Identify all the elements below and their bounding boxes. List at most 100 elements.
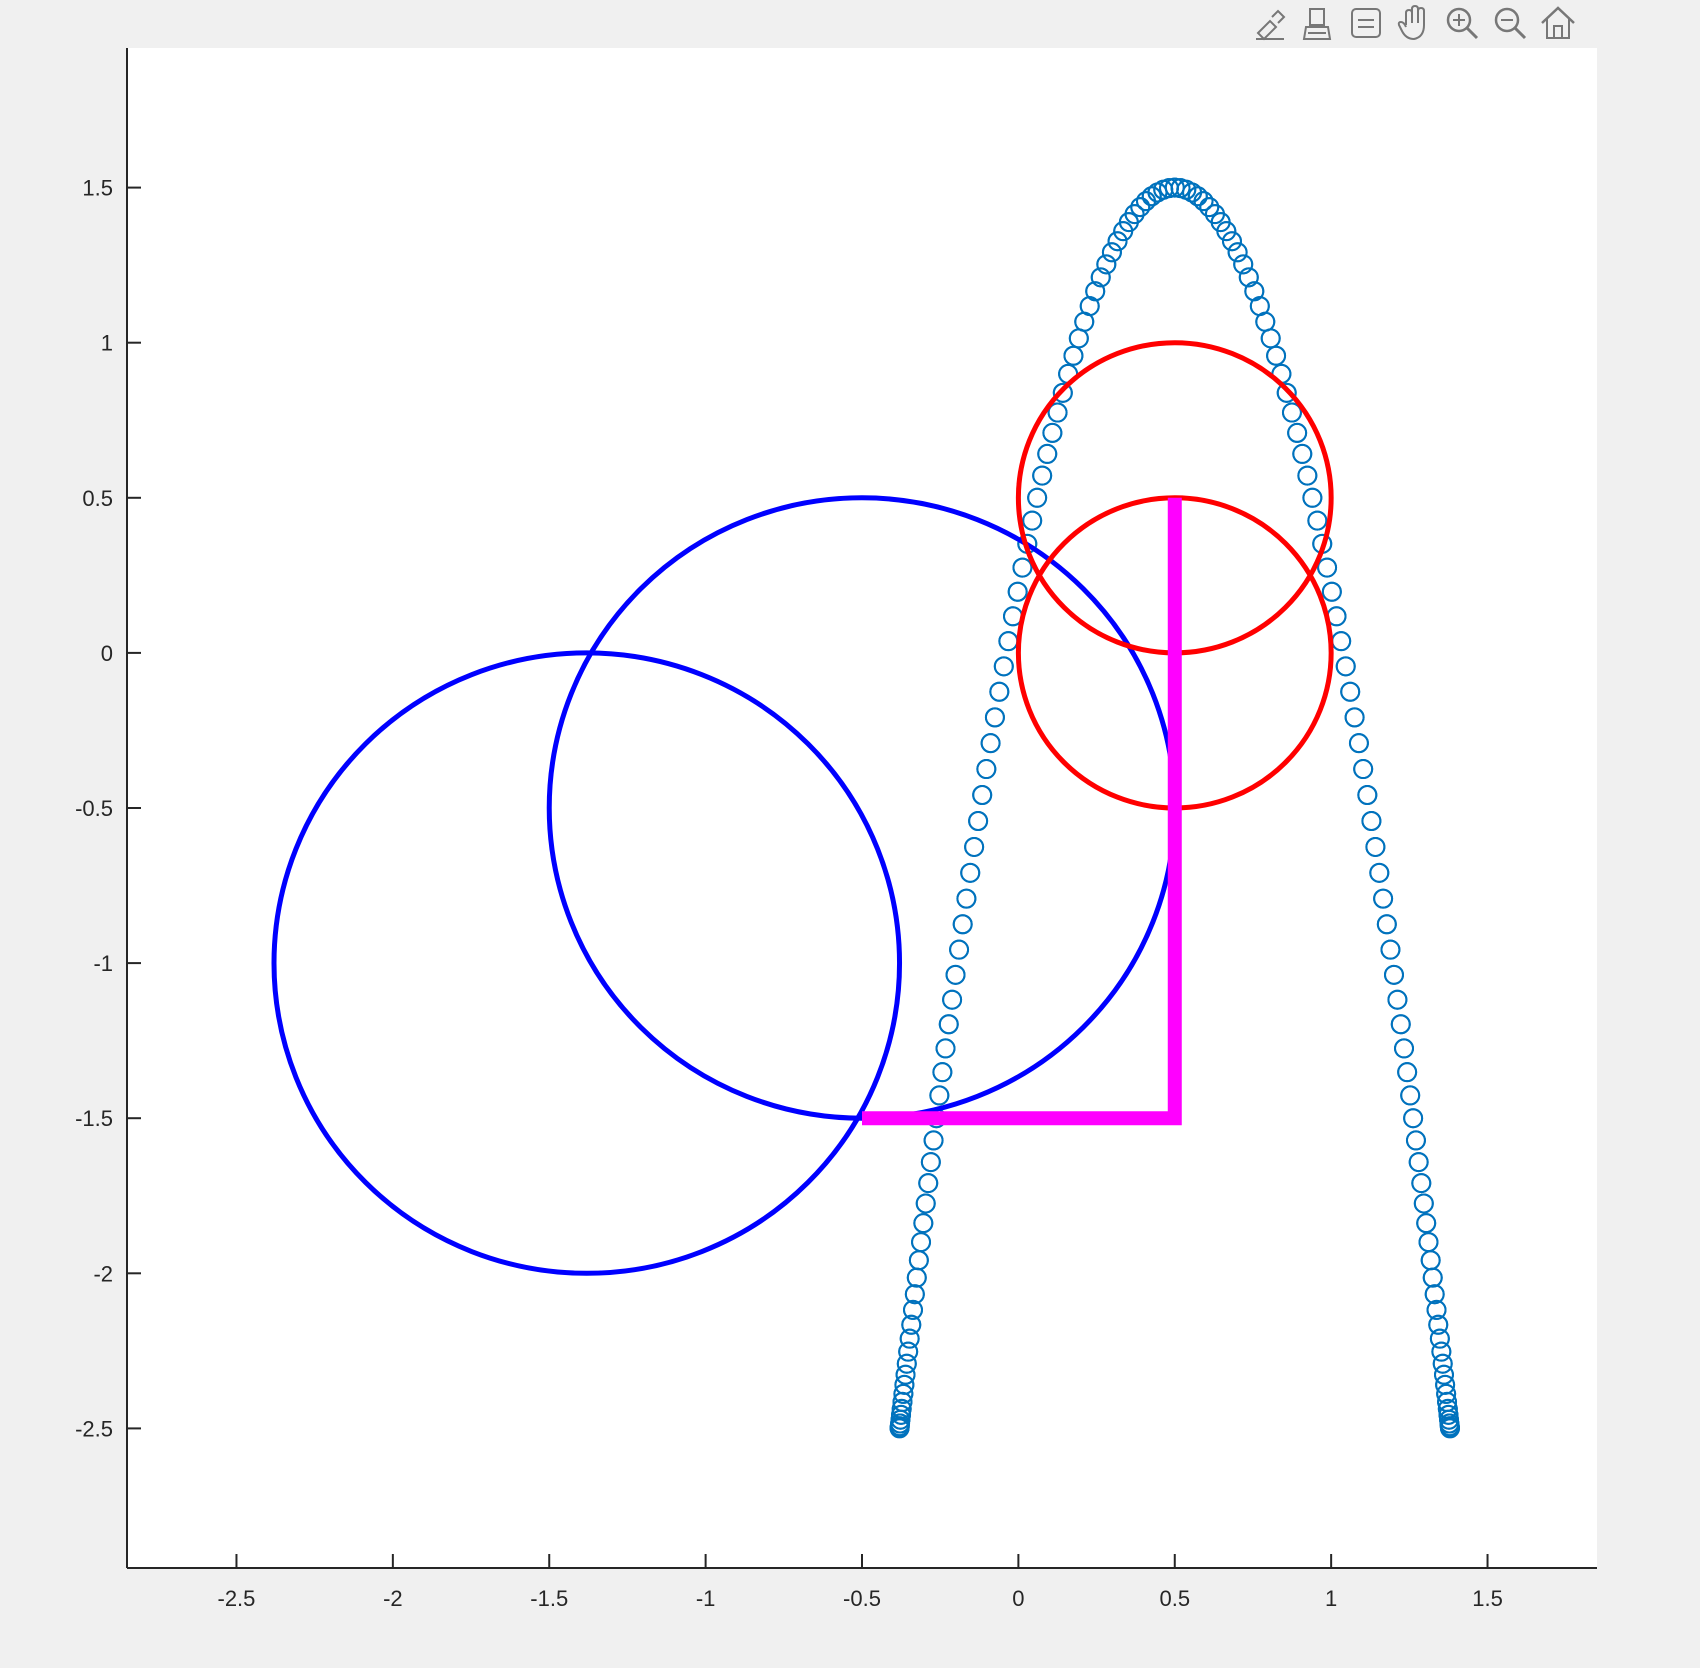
scatter-point (923, 1130, 944, 1151)
scatter-point (894, 1374, 915, 1395)
scatter-point (1373, 888, 1394, 909)
zoom-out-icon (1494, 7, 1527, 40)
scatter-point (1416, 1213, 1437, 1234)
scatter-point (1340, 681, 1361, 702)
scatter-point (915, 1193, 936, 1214)
data-cursor-button[interactable] (1296, 1, 1340, 45)
pan-hand-icon (1397, 4, 1425, 41)
x-tick-label: -2.5 (218, 1586, 256, 1611)
scatter-point (1090, 267, 1111, 288)
y-tick-label: -2.5 (75, 1416, 113, 1441)
scatter-point (1433, 1364, 1454, 1385)
scatter-point (1193, 191, 1214, 212)
scatter-point (1405, 1130, 1426, 1151)
scatter-point (911, 1232, 932, 1253)
axes: -2.5 -2 -1.5 -1 -0.5 0 0.5 1 1.5 1.5 1 0.5 0 -0.5 -1 -1… (75, 48, 1597, 1611)
scatter-point (1307, 510, 1328, 531)
scatter-point (1411, 1173, 1432, 1194)
scatter-point (1428, 1314, 1449, 1335)
scatter-point (1431, 1341, 1452, 1362)
scatter-point (1390, 1014, 1411, 1035)
scatter-point (896, 1353, 917, 1374)
scatter-point (1012, 557, 1033, 578)
y-tick-label: 0 (101, 641, 113, 666)
scatter-point (1408, 1152, 1429, 1173)
scatter-point (1400, 1085, 1421, 1106)
x-tick-label: 1 (1325, 1586, 1337, 1611)
scatter-point (1052, 382, 1073, 403)
home-button[interactable] (1536, 1, 1580, 45)
scatter-point (1403, 1108, 1424, 1129)
scatter-point (1357, 785, 1378, 806)
scatter-point (1317, 557, 1338, 578)
circle-series-1 (271, 650, 903, 1276)
scatter-point (1141, 186, 1162, 207)
scatter-point (901, 1314, 922, 1335)
scatter-point (1397, 1062, 1418, 1083)
scatter-point (976, 759, 997, 780)
datatip-button[interactable] (1344, 1, 1388, 45)
scatter-point (1047, 402, 1068, 423)
scatter-point (1344, 707, 1365, 728)
scatter-point (1107, 231, 1128, 252)
scatter-point (980, 733, 1001, 754)
scatter-point (1276, 382, 1297, 403)
brush-edit-button[interactable] (1248, 1, 1292, 45)
scatter-point (1124, 204, 1145, 225)
scatter-point (1297, 465, 1318, 486)
plot-area (271, 177, 1460, 1439)
scatter-point (1321, 581, 1342, 602)
y-tick-label: 1.5 (82, 176, 113, 201)
pan-hand-button[interactable] (1392, 1, 1436, 45)
scatter-point (1287, 422, 1308, 443)
scatter-point (1361, 810, 1382, 831)
scatter-point (942, 989, 963, 1010)
y-tick-label: -2 (93, 1261, 113, 1286)
scatter-point (1365, 836, 1386, 857)
scatter-point (1413, 1193, 1434, 1214)
datatip-icon (1351, 8, 1381, 38)
scatter-point (1085, 281, 1106, 302)
y-tick-label: 0.5 (82, 486, 113, 511)
scatter-point (1199, 197, 1220, 218)
scatter-point (1216, 221, 1237, 242)
scatter-point (903, 1299, 924, 1320)
scatter-point (891, 1398, 912, 1419)
scatter-point (1432, 1353, 1453, 1374)
zoom-out-button[interactable] (1488, 1, 1532, 45)
y-tick-label: -1.5 (75, 1106, 113, 1131)
axes-background (127, 48, 1597, 1568)
scatter-point (1383, 964, 1404, 985)
scatter-point (898, 1341, 919, 1362)
x-tick-label: 0.5 (1159, 1586, 1190, 1611)
x-tick-label: -0.5 (843, 1586, 881, 1611)
scatter-point (1238, 267, 1259, 288)
zoom-in-button[interactable] (1440, 1, 1484, 45)
scatter-point (949, 939, 970, 960)
scatter-point (1439, 1417, 1460, 1438)
scatter-point (920, 1152, 941, 1173)
scatter-point (1369, 862, 1390, 883)
scatter-point (1022, 510, 1043, 531)
scatter-point (968, 810, 989, 831)
scatter-point (1426, 1299, 1447, 1320)
scatter-point (1424, 1284, 1445, 1305)
scatter-point (938, 1014, 959, 1035)
scatter-point (945, 964, 966, 985)
scatter-point (989, 681, 1010, 702)
scatter-point (904, 1284, 925, 1305)
scatter-point (956, 888, 977, 909)
scatter-point (984, 707, 1005, 728)
x-tick-label: -1 (696, 1586, 716, 1611)
scatter-point (1266, 345, 1287, 366)
scatter-point (935, 1038, 956, 1059)
scatter-point (1376, 914, 1397, 935)
scatter-point (1436, 1383, 1457, 1404)
y-tick-label: 1 (101, 331, 113, 356)
scatter-series (889, 177, 1460, 1439)
scatter-point (929, 1085, 950, 1106)
scatter-point (1353, 759, 1374, 780)
scatter-point (932, 1062, 953, 1083)
x-tick-label: -2 (383, 1586, 403, 1611)
